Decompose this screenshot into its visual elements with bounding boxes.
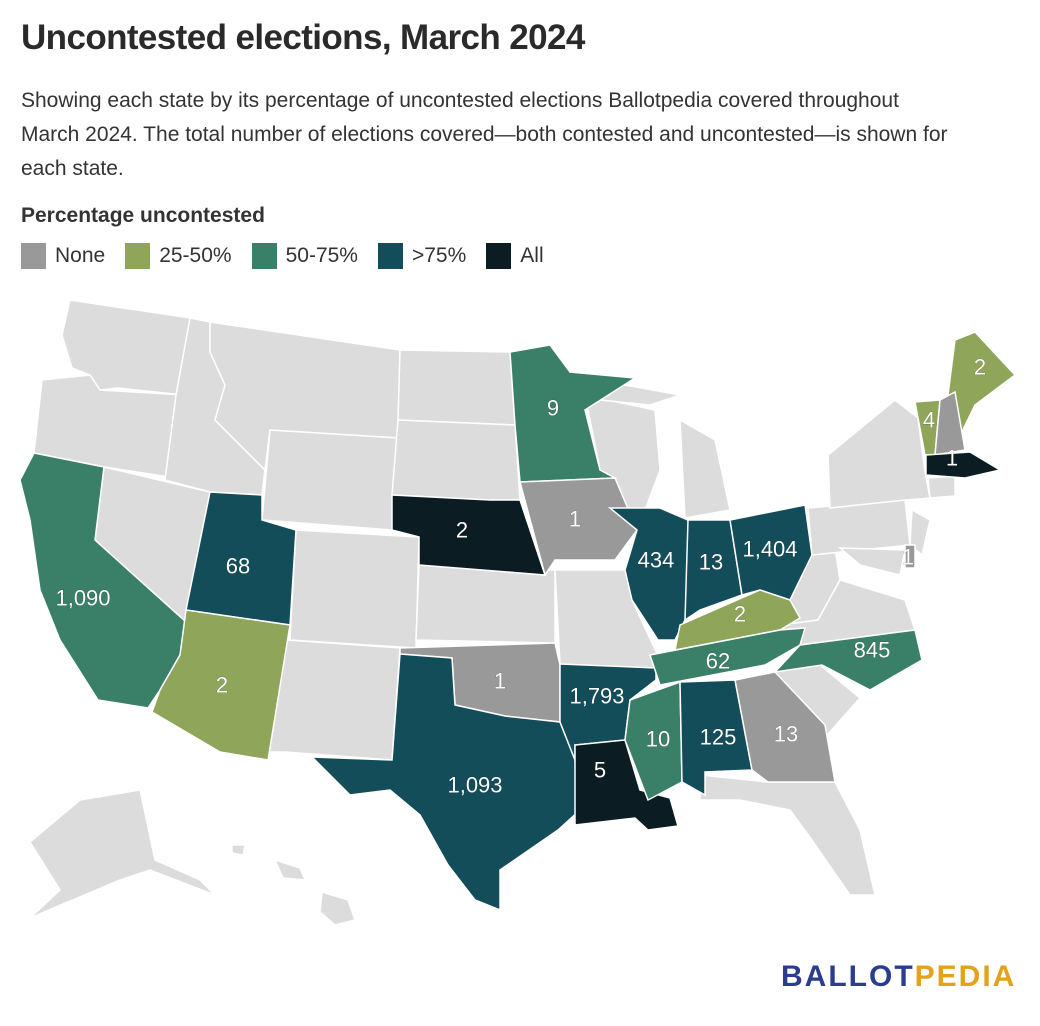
state-delaware: [904, 544, 916, 569]
state-label-delaware: 1: [902, 545, 914, 570]
state-florida: [699, 774, 876, 896]
state-label-arizona: 2: [216, 673, 228, 698]
state-label-ohio: 1,404: [742, 537, 797, 562]
state-label-vermont: 4: [923, 408, 935, 433]
legend-label-25-50: 25-50%: [159, 244, 232, 267]
state-iowa: [519, 477, 638, 577]
state-label-mississippi: 10: [646, 727, 670, 752]
state-massachusetts: [925, 451, 1002, 479]
logo-part-ballot: BALLOT: [781, 960, 915, 993]
data-states: [19, 331, 1017, 912]
state-mississippi: [624, 680, 683, 802]
legend-item-50-75: 50-75%: [251, 243, 358, 269]
state-label-louisiana: 5: [594, 758, 606, 783]
state-new-hampshire: [934, 390, 966, 456]
state-hawaii-kauai: [231, 844, 246, 856]
legend: None 25-50% 50-75% >75% All: [21, 243, 564, 269]
chart-subtitle: Showing each state by its percentage of …: [21, 89, 948, 180]
state-hawaii-big-island: [319, 891, 356, 926]
state-label-oklahoma: 1: [494, 669, 506, 694]
state-label-california: 1,090: [55, 586, 110, 611]
state-label-kentucky: 2: [734, 602, 746, 627]
legend-label-all: All: [520, 244, 544, 267]
state-michigan-lower: [679, 418, 731, 519]
state-texas: [310, 653, 581, 912]
legend-swatch-50-75: [251, 243, 277, 269]
legend-swatch-none: [21, 243, 46, 269]
state-new-jersey: [909, 508, 931, 557]
state-california: [19, 452, 187, 709]
state-label-texas: 1,093: [447, 773, 502, 798]
state-label-north-carolina: 845: [854, 638, 891, 663]
chart-title: Uncontested elections, March 2024: [21, 18, 585, 57]
legend-swatch-over-75: [377, 243, 403, 269]
legend-item-none: None: [21, 243, 105, 269]
state-label-maine: 2: [974, 355, 986, 380]
state-label-tennessee: 62: [706, 649, 730, 674]
legend-item-all: All: [486, 243, 544, 269]
state-north-carolina: [772, 629, 923, 691]
logo-part-pedia: PEDIA: [914, 960, 1017, 993]
state-arizona: [151, 609, 291, 761]
state-new-york: [827, 399, 931, 509]
legend-label-over-75: >75%: [411, 244, 467, 267]
state-label-illinois: 434: [638, 548, 675, 573]
legend-label-none: None: [55, 244, 106, 267]
state-label-arkansas: 1,793: [569, 684, 624, 709]
ballotpedia-logo: BALLOTPEDIA: [781, 960, 1016, 994]
state-label-massachusetts: 1: [946, 446, 958, 471]
state-nebraska: [391, 494, 547, 576]
state-louisiana: [574, 739, 679, 831]
state-label-alabama: 125: [700, 725, 737, 750]
state-alaska: [29, 789, 216, 919]
state-colorado: [289, 529, 420, 649]
state-label-minnesota: 9: [547, 396, 559, 421]
state-label-georgia: 13: [774, 722, 798, 747]
state-label-nebraska: 2: [456, 518, 468, 543]
state-north-dakota: [397, 349, 516, 426]
state-hawaii-maui: [273, 858, 307, 881]
state-pennsylvania: [807, 499, 911, 556]
legend-item-25-50: 25-50%: [125, 243, 232, 269]
legend-title: Percentage uncontested: [21, 204, 265, 227]
state-label-indiana: 13: [699, 550, 723, 575]
state-maryland: [837, 547, 906, 576]
state-minnesota: [509, 344, 638, 483]
legend-swatch-all: [486, 243, 512, 269]
legend-item-over-75: >75%: [377, 243, 467, 269]
legend-label-50-75: 50-75%: [285, 244, 358, 267]
legend-swatch-25-50: [125, 243, 151, 269]
state-label-iowa: 1: [569, 507, 581, 532]
state-kansas: [415, 564, 556, 644]
state-indiana: [684, 519, 743, 622]
state-new-mexico: [267, 639, 401, 761]
state-connecticut: [927, 475, 956, 499]
state-label-utah: 68: [226, 554, 250, 579]
state-wyoming: [261, 429, 399, 531]
state-south-dakota: [391, 419, 521, 501]
state-illinois: [607, 507, 696, 641]
